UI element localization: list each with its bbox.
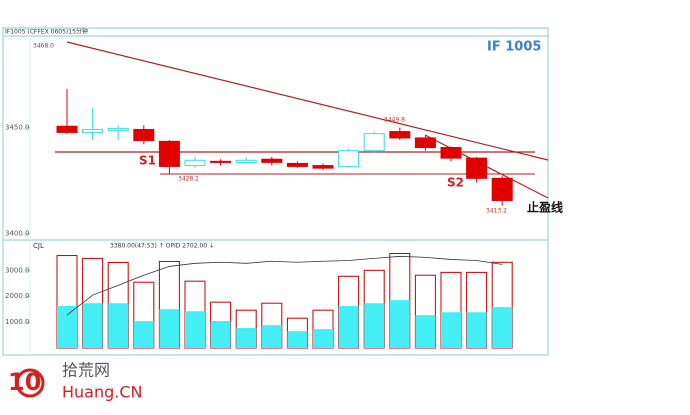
y-tick-label: 3400.0 <box>5 230 30 238</box>
annotation: S2 <box>447 176 464 190</box>
instrument: IF 1005 <box>487 40 541 55</box>
y-tick-label: 2000.0 <box>5 292 30 300</box>
volume-bar <box>441 312 461 348</box>
volume-bar <box>313 329 333 348</box>
y-tick-label: 1000.0 <box>5 318 30 326</box>
candle-body <box>158 140 180 167</box>
volume-bar <box>364 303 385 348</box>
annotation: 3449.8 <box>384 117 405 124</box>
candle-body <box>235 159 257 163</box>
candle-body <box>338 150 360 168</box>
volume-bar <box>57 306 77 348</box>
logo-name: 拾荒网 <box>62 361 110 380</box>
candle-body <box>286 162 308 167</box>
volume-bar <box>287 331 308 348</box>
frame <box>2 27 549 356</box>
line-series <box>66 255 503 316</box>
header: IF1005 (CFFEX 0605)15分钟 <box>5 28 88 36</box>
candle-body <box>363 133 385 152</box>
candle-body <box>107 127 129 131</box>
candle-body <box>466 157 488 179</box>
annotation: 3413.2 <box>486 208 507 215</box>
panel-title: CJL <box>33 242 44 250</box>
candle-body <box>414 137 436 149</box>
candle-body <box>312 165 334 169</box>
candle-body <box>184 159 206 167</box>
annotation: 止盈线 <box>527 200 563 215</box>
annotation: S1 <box>139 154 156 168</box>
logo-site: Huang.CN <box>62 383 143 402</box>
candle-body <box>389 131 411 139</box>
volume-bar <box>108 303 129 348</box>
candle-body <box>210 160 232 163</box>
candle-body <box>56 125 78 133</box>
volume-bar <box>338 306 359 348</box>
volume-bar <box>133 321 154 348</box>
logo-ring <box>15 368 45 398</box>
volume-bar <box>236 328 257 348</box>
candle-body <box>261 158 283 163</box>
panel-info: 3380.00(47:53) ↑ OPID 2702.00 ↓ <box>110 243 214 250</box>
candle-body <box>82 128 104 133</box>
annotation: 3428.2 <box>178 176 199 183</box>
volume-bar <box>159 309 180 348</box>
trend-line <box>66 41 549 161</box>
volume-bar <box>415 315 436 348</box>
candle-body <box>491 177 513 201</box>
logo-number: 10 <box>8 368 41 396</box>
volume-bar <box>492 307 513 348</box>
candle-body <box>133 128 155 141</box>
annotation: 3468.0 <box>33 43 54 50</box>
candle-body <box>440 147 462 159</box>
volume-bar <box>389 300 410 348</box>
y-tick-label: 3000.0 <box>5 266 30 274</box>
volume-bar <box>210 321 231 348</box>
y-tick-label: 3450.0 <box>5 123 30 131</box>
volume-bar <box>466 312 487 348</box>
volume-bar <box>261 325 282 348</box>
volume-bar <box>185 311 205 348</box>
volume-bar <box>82 303 103 348</box>
